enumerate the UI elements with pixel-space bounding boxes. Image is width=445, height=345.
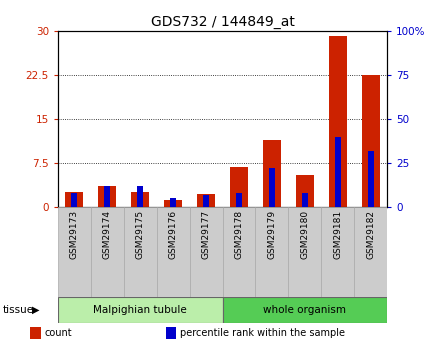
FancyBboxPatch shape: [222, 207, 255, 297]
Bar: [98, 186, 116, 207]
Bar: [170, 198, 176, 207]
FancyBboxPatch shape: [255, 207, 288, 297]
FancyBboxPatch shape: [157, 207, 190, 297]
Bar: [197, 194, 215, 207]
Bar: [368, 151, 374, 207]
FancyBboxPatch shape: [354, 207, 387, 297]
Bar: [302, 193, 308, 207]
Text: GSM29179: GSM29179: [267, 210, 276, 259]
Text: percentile rank within the sample: percentile rank within the sample: [180, 328, 345, 338]
Bar: [166, 327, 176, 339]
Bar: [230, 167, 248, 207]
Bar: [131, 193, 149, 207]
Text: GSM29175: GSM29175: [136, 210, 145, 259]
Bar: [71, 193, 77, 207]
Bar: [329, 36, 347, 207]
FancyBboxPatch shape: [190, 207, 222, 297]
Bar: [269, 168, 275, 207]
FancyBboxPatch shape: [288, 207, 321, 297]
Bar: [296, 175, 314, 207]
Bar: [104, 186, 110, 207]
Bar: [263, 139, 281, 207]
Text: GSM29181: GSM29181: [333, 210, 342, 259]
Text: GSM29178: GSM29178: [235, 210, 243, 259]
FancyBboxPatch shape: [321, 207, 354, 297]
Text: GSM29173: GSM29173: [70, 210, 79, 259]
FancyBboxPatch shape: [124, 207, 157, 297]
FancyBboxPatch shape: [91, 207, 124, 297]
Text: tissue: tissue: [2, 305, 33, 315]
Bar: [236, 193, 242, 207]
Text: whole organism: whole organism: [263, 305, 346, 315]
Bar: [137, 186, 143, 207]
Text: Malpighian tubule: Malpighian tubule: [93, 305, 187, 315]
Text: GSM29182: GSM29182: [366, 210, 375, 259]
Title: GDS732 / 144849_at: GDS732 / 144849_at: [150, 14, 295, 29]
Bar: [30, 327, 40, 339]
FancyBboxPatch shape: [58, 297, 222, 323]
FancyBboxPatch shape: [58, 207, 91, 297]
FancyBboxPatch shape: [222, 297, 387, 323]
Bar: [65, 193, 83, 207]
Bar: [335, 137, 341, 207]
Bar: [203, 195, 209, 207]
Text: GSM29177: GSM29177: [202, 210, 210, 259]
Text: count: count: [45, 328, 73, 338]
Text: GSM29176: GSM29176: [169, 210, 178, 259]
Text: GSM29180: GSM29180: [300, 210, 309, 259]
Text: ▶: ▶: [32, 305, 40, 315]
Bar: [362, 75, 380, 207]
Text: GSM29174: GSM29174: [103, 210, 112, 259]
Bar: [164, 200, 182, 207]
